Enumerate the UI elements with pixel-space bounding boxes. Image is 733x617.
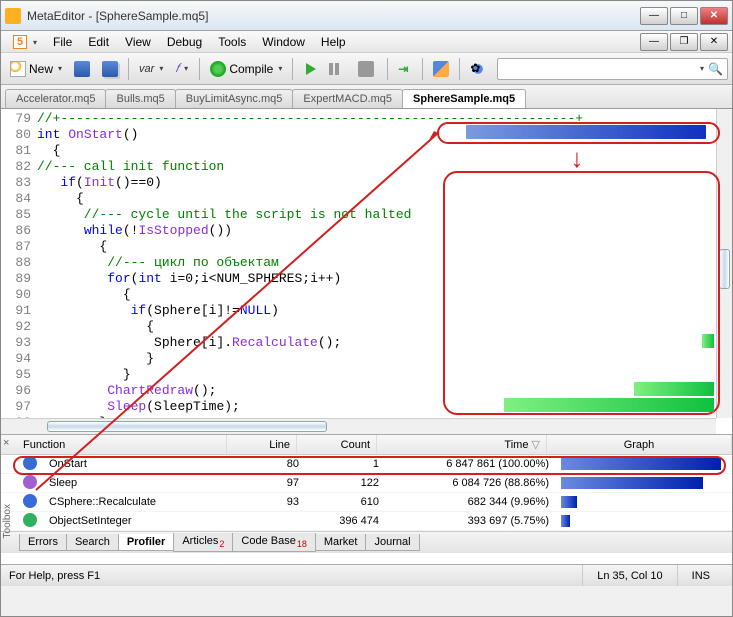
profiler-panel: × Toolbox Function Line Count Time ▽ Gra…: [1, 434, 732, 564]
settings-button[interactable]: ✿: [465, 57, 491, 81]
menu-tools[interactable]: Tools: [210, 33, 254, 51]
annotation-row-highlight: [13, 456, 726, 475]
function-icon: [23, 513, 37, 527]
menu-window[interactable]: Window: [254, 33, 313, 51]
stop-button[interactable]: [350, 57, 382, 81]
menu-help[interactable]: Help: [313, 33, 354, 51]
bottom-tab-profiler[interactable]: Profiler: [118, 534, 175, 551]
new-button[interactable]: New▾: [5, 57, 67, 81]
cell-graph: [555, 477, 732, 489]
fn-button[interactable]: 𝑓▾: [170, 57, 194, 81]
menu-bar: 5▾ File Edit View Debug Tools Window Hel…: [1, 31, 732, 53]
chart-button[interactable]: [428, 57, 454, 81]
cell-function: CSphere::Recalculate: [43, 496, 235, 508]
editor-tabs: Accelerator.mq5Bulls.mq5BuyLimitAsync.mq…: [1, 85, 732, 109]
code-editor[interactable]: 7980818283848586878889909192939495969798…: [1, 109, 732, 434]
status-insert-mode: INS: [677, 565, 724, 586]
toolbar: New▾ var▾ 𝑓▾ Compile▾ ⇥ ✿ ▾ 🔍: [1, 53, 732, 85]
profiler-row[interactable]: CSphere::Recalculate93610682 344 (9.96%): [1, 493, 732, 512]
step-button[interactable]: ⇥: [393, 57, 417, 81]
bottom-tab-code-base[interactable]: Code Base18: [232, 533, 315, 552]
menu-edit[interactable]: Edit: [80, 33, 117, 51]
mdi-buttons: — ❐ ✕: [640, 33, 728, 51]
menu-debug[interactable]: Debug: [159, 33, 210, 51]
window-buttons: — □ ✕: [640, 7, 728, 25]
profiler-row[interactable]: ObjectSetInteger 396 474393 697 (5.75%): [1, 512, 732, 531]
status-help: For Help, press F1: [9, 570, 100, 582]
run-button[interactable]: [298, 57, 322, 81]
annotation-callout-main: [443, 171, 720, 415]
bottom-tab-errors[interactable]: Errors: [19, 534, 67, 551]
function-icon: [23, 494, 37, 508]
status-bar: For Help, press F1 Ln 35, Col 10 INS: [1, 564, 732, 586]
maximize-button[interactable]: □: [670, 7, 698, 25]
bottom-tab-market[interactable]: Market: [315, 534, 367, 551]
save-button[interactable]: [69, 57, 95, 81]
function-icon: [23, 475, 37, 489]
cell-graph: [555, 515, 732, 527]
cell-count: 610: [305, 496, 385, 508]
search-input[interactable]: [502, 63, 698, 75]
cell-time: 393 697 (5.75%): [385, 515, 555, 527]
cell-count: 396 474: [305, 515, 385, 527]
mdi-restore[interactable]: ❐: [670, 33, 698, 51]
search-box[interactable]: ▾ 🔍: [497, 58, 728, 80]
bottom-tab-articles[interactable]: Articles2: [173, 533, 233, 552]
cell-time: 682 344 (9.96%): [385, 496, 555, 508]
bottom-tab-search[interactable]: Search: [66, 534, 119, 551]
col-graph[interactable]: Graph: [547, 435, 732, 454]
save-all-button[interactable]: [97, 57, 123, 81]
editor-tab[interactable]: BuyLimitAsync.mq5: [175, 89, 294, 108]
horizontal-scrollbar[interactable]: [1, 418, 716, 434]
profiler-header: Function Line Count Time ▽ Graph: [1, 435, 732, 455]
minimize-button[interactable]: —: [640, 7, 668, 25]
panel-side-label: Toolbox: [2, 500, 13, 542]
close-button[interactable]: ✕: [700, 7, 728, 25]
cell-function: ObjectSetInteger: [43, 515, 235, 527]
col-function[interactable]: Function: [17, 435, 227, 454]
scroll-thumb[interactable]: [719, 249, 730, 289]
cell-count: 122: [305, 477, 385, 489]
cell-line: 93: [235, 496, 305, 508]
line-gutter: 7980818283848586878889909192939495969798: [1, 109, 37, 434]
annotation-arrow-down: ↓: [569, 145, 585, 175]
window-title: MetaEditor - [SphereSample.mq5]: [27, 9, 640, 23]
search-icon[interactable]: 🔍: [708, 62, 723, 76]
editor-tab[interactable]: Bulls.mq5: [105, 89, 175, 108]
menu-file[interactable]: File: [45, 33, 80, 51]
status-position: Ln 35, Col 10: [582, 565, 676, 586]
editor-tab[interactable]: ExpertMACD.mq5: [292, 89, 403, 108]
col-time[interactable]: Time ▽: [377, 435, 547, 454]
col-line[interactable]: Line: [227, 435, 297, 454]
cell-function: Sleep: [43, 477, 235, 489]
col-count[interactable]: Count: [297, 435, 377, 454]
profiler-row[interactable]: Sleep971226 084 726 (88.86%): [1, 474, 732, 493]
mdi-close[interactable]: ✕: [700, 33, 728, 51]
app-icon: [5, 8, 21, 24]
panel-close-icon[interactable]: ×: [3, 437, 9, 449]
mdi-minimize[interactable]: —: [640, 33, 668, 51]
compile-button[interactable]: Compile▾: [205, 57, 287, 81]
cell-graph: [555, 496, 732, 508]
menu-view[interactable]: View: [117, 33, 159, 51]
profiler-bottom-tabs: ErrorsSearchProfilerArticles2Code Base18…: [1, 531, 732, 553]
var-button[interactable]: var▾: [134, 57, 168, 81]
pause-button[interactable]: [324, 57, 348, 81]
cell-line: 97: [235, 477, 305, 489]
scroll-thumb[interactable]: [47, 421, 327, 432]
title-bar: MetaEditor - [SphereSample.mq5] — □ ✕: [1, 1, 732, 31]
cell-time: 6 084 726 (88.86%): [385, 477, 555, 489]
editor-tab[interactable]: Accelerator.mq5: [5, 89, 106, 108]
bottom-tab-journal[interactable]: Journal: [365, 534, 419, 551]
annotation-callout-top: [437, 122, 720, 144]
app-menu[interactable]: 5▾: [5, 32, 45, 51]
editor-tab[interactable]: SphereSample.mq5: [402, 89, 526, 108]
